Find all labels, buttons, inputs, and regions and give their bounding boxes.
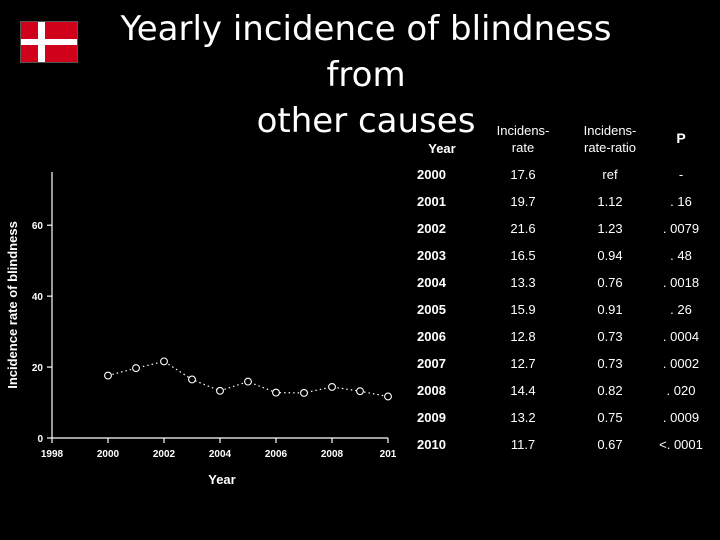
x-tick-label: 2004 <box>209 449 232 460</box>
x-tick-label: 2008 <box>321 449 344 460</box>
data-point <box>356 387 364 396</box>
table-row: 2010 11.7 0.67 <. 0001 <box>405 436 715 463</box>
x-tick-label: 1998 <box>41 449 64 460</box>
cell-rate: 17.6 <box>510 167 536 182</box>
table-row: 2007 12.7 0.73 . 0002 <box>405 355 715 382</box>
table-row: 2006 12.8 0.73 . 0004 <box>405 328 715 355</box>
cell-p: . 16 <box>670 194 692 209</box>
cell-year: 2005 <box>417 302 446 317</box>
denmark-flag-icon <box>20 21 78 63</box>
data-point <box>272 388 280 397</box>
cell-rate: 11.7 <box>510 437 536 452</box>
flag-cross-horizontal <box>21 39 77 45</box>
cell-ratio: 0.73 <box>597 356 623 371</box>
cell-p: . 0018 <box>662 275 700 290</box>
x-tick-label: 2000 <box>97 449 120 460</box>
data-point <box>300 389 308 397</box>
cell-rate: 13.3 <box>510 275 536 290</box>
cell-year: 2000 <box>417 167 446 182</box>
header-year: Year <box>428 141 456 156</box>
header-ratio-line1: Incidens- <box>583 123 637 138</box>
cell-p: . 0079 <box>662 221 700 236</box>
table-row: 2002 21.6 1.23 . 0079 <box>405 220 715 247</box>
table-body: 2000 17.6 ref - 2001 19.7 1.12 . 16 2002 21.6 1.23… <box>405 166 715 463</box>
data-point <box>160 357 168 366</box>
y-axis-label: Incidence rate of blindness <box>5 221 20 389</box>
cell-p: <. 0001 <box>659 437 703 452</box>
y-tick-label: 0 <box>37 434 43 445</box>
data-point <box>104 371 112 380</box>
y-tick-label: 60 <box>32 221 44 232</box>
slide-title-line1: Yearly incidence of blindness from <box>120 9 612 95</box>
data-point <box>384 392 392 401</box>
table-row: 2000 17.6 ref - <box>405 166 715 193</box>
cell-ratio: 0.67 <box>597 437 623 452</box>
cell-year: 2008 <box>417 383 446 398</box>
cell-rate: 21.6 <box>510 221 536 236</box>
x-axis-label: Year <box>208 472 235 487</box>
table-row: 2009 13.2 0.75 . 0009 <box>405 409 715 436</box>
data-point <box>244 377 252 386</box>
data-point <box>132 364 140 373</box>
cell-p: . 020 <box>666 383 696 398</box>
data-points <box>104 357 392 401</box>
cell-year: 2004 <box>417 275 446 290</box>
table-row: 2004 13.3 0.76 . 0018 <box>405 274 715 301</box>
cell-p: - <box>678 167 684 182</box>
cell-year: 2007 <box>417 356 446 371</box>
header-ratio-line2: rate-ratio <box>583 140 637 155</box>
header-p: P <box>676 130 686 146</box>
y-tick-label: 40 <box>32 292 44 303</box>
cell-year: 2003 <box>417 248 446 263</box>
cell-rate: 19.7 <box>510 194 536 209</box>
cell-ratio: 0.91 <box>597 302 623 317</box>
cell-ratio: 0.75 <box>597 410 623 425</box>
table-header: Year Incidens- rate Incidens- rate-ratio… <box>405 118 715 166</box>
table-row: 2003 16.5 0.94 . 48 <box>405 247 715 274</box>
header-rate: Incidens- rate <box>488 122 558 156</box>
cell-p: . 48 <box>670 248 692 263</box>
cell-p: . 26 <box>670 302 692 317</box>
cell-ratio: ref <box>602 167 618 182</box>
slide-title-line2: other causes <box>256 101 476 141</box>
cell-p: . 0004 <box>662 329 700 344</box>
cell-p: . 0009 <box>662 410 700 425</box>
incidence-line-chart: 0 20 40 60 1998 2000 2002 2004 2006 2008 201 Inci… <box>5 172 397 487</box>
cell-ratio: 0.73 <box>597 329 623 344</box>
cell-ratio: 0.82 <box>597 383 623 398</box>
cell-rate: 15.9 <box>510 302 536 317</box>
cell-year: 2006 <box>417 329 446 344</box>
x-ticks: 1998 2000 2002 2004 2006 2008 201 <box>41 438 397 460</box>
header-rate-line2: rate <box>511 140 535 155</box>
cell-ratio: 0.76 <box>597 275 623 290</box>
x-tick-label: 2002 <box>153 449 176 460</box>
data-point <box>188 375 196 384</box>
cell-rate: 16.5 <box>510 248 536 263</box>
cell-rate: 13.2 <box>510 410 536 425</box>
incidence-table: Year Incidens- rate Incidens- rate-ratio… <box>405 118 715 463</box>
cell-year: 2002 <box>417 221 446 236</box>
cell-rate: 12.7 <box>510 356 536 371</box>
header-ratio: Incidens- rate-ratio <box>575 122 645 156</box>
header-rate-line1: Incidens- <box>496 123 550 138</box>
cell-rate: 12.8 <box>510 329 536 344</box>
slide-title: Yearly incidence of blindness from other… <box>80 6 652 144</box>
cell-year: 2010 <box>417 437 446 452</box>
cell-ratio: 1.23 <box>597 221 623 236</box>
cell-year: 2009 <box>417 410 446 425</box>
table-row: 2001 19.7 1.12 . 16 <box>405 193 715 220</box>
cell-ratio: 0.94 <box>597 248 623 263</box>
y-ticks: 0 20 40 60 <box>32 221 52 445</box>
table-row: 2008 14.4 0.82 . 020 <box>405 382 715 409</box>
y-tick-label: 20 <box>32 363 44 374</box>
x-tick-label: 201 <box>380 449 397 460</box>
cell-year: 2001 <box>417 194 446 209</box>
data-point <box>328 382 336 391</box>
cell-p: . 0002 <box>662 356 700 371</box>
data-point <box>216 386 224 395</box>
cell-ratio: 1.12 <box>597 194 623 209</box>
cell-rate: 14.4 <box>510 383 536 398</box>
x-tick-label: 2006 <box>265 449 288 460</box>
table-row: 2005 15.9 0.91 . 26 <box>405 301 715 328</box>
